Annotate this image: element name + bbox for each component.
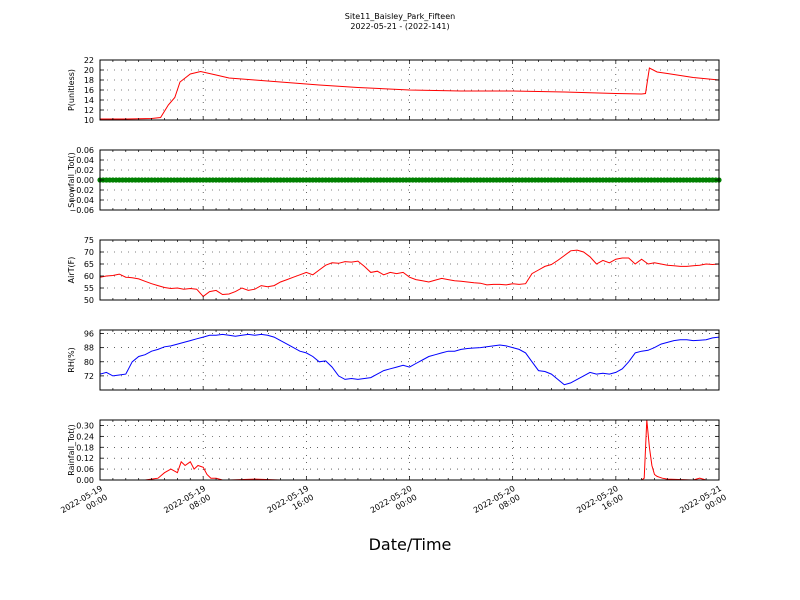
y-tick-label: 50: [84, 296, 94, 305]
plot-frame: [99, 239, 720, 301]
x-axis-label: Date/Time: [369, 535, 452, 554]
y-tick-label: 96: [84, 330, 94, 339]
y-tick-label: 72: [84, 372, 94, 381]
x-tick-label: 2022-05-1916:00: [266, 484, 316, 524]
y-tick-label: 18: [84, 76, 94, 85]
y-tick-label: 60: [84, 272, 94, 281]
x-tick-label: 2022-05-2008:00: [472, 484, 522, 524]
y-tick-label: −0.06: [69, 206, 94, 215]
x-tick-label: 2022-05-2000:00: [369, 484, 419, 524]
y-tick-label: 65: [84, 260, 94, 269]
panel-4: 72 80 88 96 RH(%): [67, 329, 720, 391]
x-tick-label: 2022-05-1900:00: [59, 484, 109, 524]
plot-frame: [99, 329, 720, 391]
y-tick-label: 88: [84, 344, 94, 353]
y-tick-label: 10: [84, 116, 94, 125]
series-line: [100, 67, 719, 120]
y-tick-label: 70: [84, 248, 94, 257]
panel-2: −0.06−0.04−0.020.000.020.040.06Snowfall_…: [67, 146, 722, 215]
y-tick-label: 0.30: [76, 421, 94, 430]
figure-title-line2: 2022-05-21 - (2022-141): [350, 22, 449, 31]
y-tick-label: −0.02: [69, 186, 94, 195]
y-tick-label: 0.00: [76, 476, 94, 485]
x-tick-label: 2022-05-1908:00: [162, 484, 212, 524]
x-tick-labels: 2022-05-1900:00 2022-05-1908:00 2022-05-19…: [59, 484, 728, 524]
x-tick-label: 2022-05-2016:00: [575, 484, 625, 524]
y-axis-label: P(unitless): [67, 69, 76, 111]
y-tick-label: 0.06: [76, 146, 94, 155]
y-axis-label: Snowfall_Tot(): [67, 152, 76, 208]
y-tick-label: 20: [84, 66, 94, 75]
y-axis-label: AirT(F): [67, 257, 76, 284]
y-tick-label: 0.04: [76, 156, 94, 165]
x-tick-label: 2022-05-2100:00: [678, 484, 728, 524]
y-axis-label: Rainfall_Tot(): [67, 424, 76, 476]
y-tick-label: −0.04: [69, 196, 94, 205]
plot-frame: [99, 419, 720, 481]
series-line: [100, 333, 719, 386]
y-tick-label: 22: [84, 56, 94, 65]
y-tick-label: 0.12: [76, 454, 94, 463]
y-tick-label: 0.00: [76, 176, 94, 185]
y-tick-label: 0.18: [76, 443, 94, 452]
series-line: [100, 420, 719, 480]
y-tick-label: 0.02: [76, 166, 94, 175]
y-tick-label: 55: [84, 284, 94, 293]
y-tick-label: 16: [84, 86, 94, 95]
figure-title-line1: Site11_Baisley_Park_Fifteen: [345, 12, 455, 21]
y-tick-label: 0.06: [76, 465, 94, 474]
y-tick-label: 14: [84, 96, 94, 105]
y-tick-label: 80: [84, 358, 94, 367]
y-tick-label: 0.24: [76, 432, 94, 441]
y-tick-label: 75: [84, 236, 94, 245]
y-tick-label: 12: [84, 106, 94, 115]
y-axis-label: RH(%): [67, 347, 76, 372]
panel-3: 50 55 60 65 70 75 AirT(F): [67, 236, 720, 305]
